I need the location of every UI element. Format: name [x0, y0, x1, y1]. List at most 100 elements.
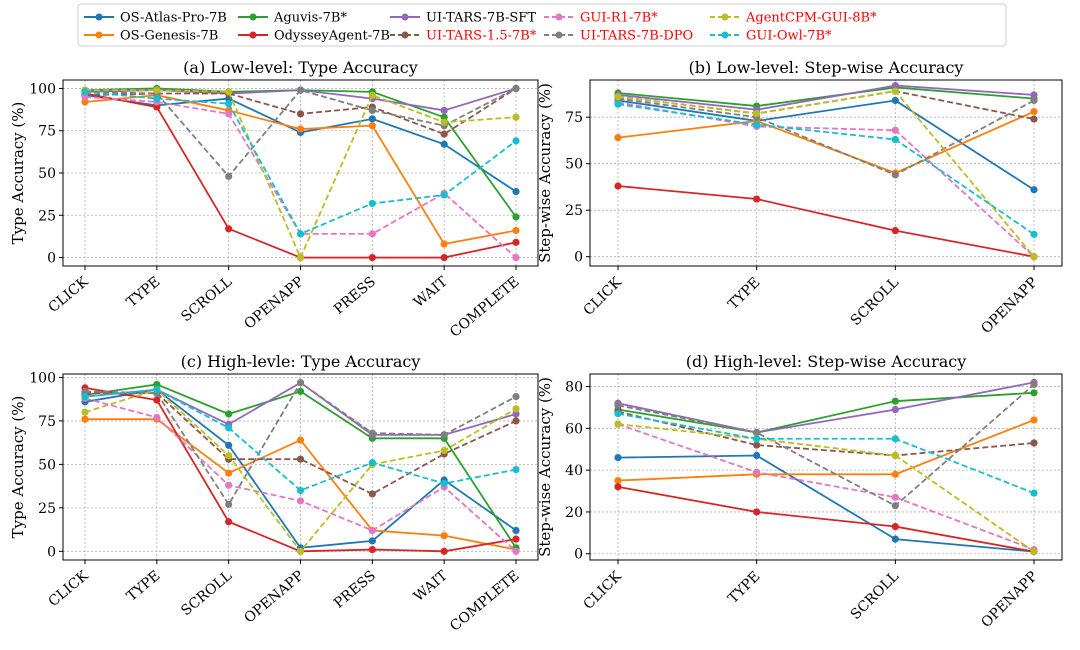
series-line [617, 99, 1035, 191]
data-point [153, 413, 161, 422]
data-point [614, 453, 622, 462]
data-point [891, 435, 899, 443]
data-point [753, 109, 761, 118]
data-point [753, 435, 761, 443]
legend-marker [721, 31, 729, 39]
grid [590, 374, 1062, 560]
data-point [753, 121, 761, 129]
series-odysseyagent-7b [614, 483, 1038, 556]
y-tick-label: 0 [574, 250, 583, 266]
legend-item-aguvis-7b: Aguvis-7B* [238, 11, 347, 26]
data-point [614, 100, 622, 108]
data-point [1030, 253, 1038, 261]
series-line [617, 423, 1035, 551]
data-point [440, 240, 448, 248]
data-point [891, 81, 899, 90]
series-gui-owl-7b [81, 88, 520, 238]
legend-label: Aguvis-7B* [273, 11, 347, 26]
series-line [617, 383, 1035, 507]
legend-label: GUI-R1-7B* [580, 11, 658, 26]
data-point [1030, 548, 1038, 556]
x-tick-label: WAIT [411, 567, 451, 605]
grid [590, 80, 1062, 266]
data-point [153, 380, 161, 389]
data-point [440, 431, 448, 439]
x-tick-label: TYPE [124, 274, 164, 311]
data-point [368, 490, 376, 498]
data-point [891, 470, 899, 478]
legend-label: AgentCPM-GUI-8B* [745, 11, 877, 26]
data-point [225, 441, 233, 449]
data-point [153, 386, 161, 394]
x-tick-label: SCROLL [848, 569, 902, 623]
series-gui-owl-7b [81, 386, 520, 495]
data-point [81, 408, 89, 416]
series-agentcpm-gui-8b [614, 420, 1038, 556]
series-line [617, 86, 1035, 107]
legend-marker [249, 13, 257, 21]
grid [63, 80, 538, 266]
x-tick-label: TYPE [725, 569, 763, 607]
data-point [891, 87, 899, 95]
data-point [368, 106, 376, 115]
legend-marker [555, 31, 563, 39]
legend-label: UI-TARS-7B-DPO [580, 29, 693, 44]
data-point [512, 526, 520, 535]
data-point [512, 113, 520, 121]
data-point [225, 424, 233, 432]
legend-item-agentcpm-gui-8b: AgentCPM-GUI-8B* [710, 11, 877, 26]
legend-frame [77, 3, 1007, 47]
data-point [296, 436, 305, 444]
data-point [225, 452, 233, 460]
data-point [753, 508, 761, 516]
data-point [512, 410, 520, 418]
legend-item-ui-tars-1-5-7b: UI-TARS-1.5-7B* [390, 29, 537, 44]
legend-marker [95, 13, 103, 21]
data-point [512, 188, 520, 196]
y-tick-label: 80 [565, 380, 583, 396]
panel-title: (d) High-level: Step-wise Accuracy [686, 352, 967, 371]
x-tick-label: CLICK [45, 567, 91, 610]
legend-item-os-atlas-pro-7b: OS-Atlas-Pro-7B [84, 11, 227, 26]
data-point [614, 483, 622, 491]
panel-title: (c) High-levle: Type Accuracy [181, 352, 421, 371]
series-line [617, 391, 1035, 434]
data-point [440, 253, 448, 262]
legend-marker [95, 31, 103, 39]
data-point [296, 110, 305, 118]
series-aguvis-7b [614, 389, 1038, 437]
data-point [891, 126, 899, 134]
series-ui-tars-7b-sft [614, 378, 1038, 437]
data-point [891, 96, 899, 105]
data-point [891, 451, 899, 460]
data-point [891, 397, 899, 405]
y-tick-label: 40 [565, 463, 583, 479]
data-point [153, 86, 161, 94]
y-tick-label: 25 [38, 501, 56, 517]
data-point [512, 84, 520, 93]
series-line [617, 485, 1035, 553]
panel-d-high-level-stepwise-accuracy: 0 20 40 60 80 CLICK TYPE SCROLL OPENAPP (d) High-… [536, 352, 1063, 631]
data-point [368, 537, 376, 545]
x-tick-label: OPENAPP [978, 569, 1040, 631]
series-line [617, 103, 1035, 236]
series-line [617, 90, 1035, 258]
series-line [617, 381, 1035, 434]
series-group [81, 84, 520, 262]
y-tick-label: 25 [565, 203, 583, 219]
data-point [368, 429, 376, 437]
y-tick-label: 0 [47, 544, 56, 560]
data-point [225, 172, 233, 180]
legend-label: UI-TARS-7B-SFT [426, 11, 536, 26]
data-point [368, 199, 376, 208]
series-ui-tars-7b-dpo [614, 380, 1038, 510]
data-point [753, 428, 761, 437]
data-point [296, 387, 305, 395]
series-os-genesis-7b [614, 108, 1038, 177]
series-odysseyagent-7b [614, 182, 1038, 261]
data-point [440, 130, 448, 138]
x-tick-label: OPENAPP [241, 568, 307, 627]
data-point [512, 392, 520, 401]
data-point [1030, 380, 1038, 389]
data-point [753, 441, 761, 449]
